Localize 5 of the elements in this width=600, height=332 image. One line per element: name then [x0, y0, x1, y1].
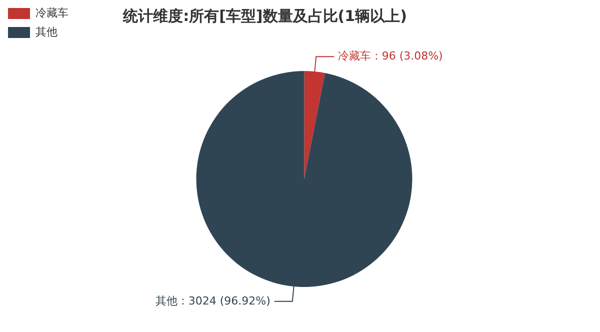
data-label: 其他 : 3024 (96.92%) — [156, 294, 270, 308]
legend-label: 其他 — [36, 25, 58, 38]
data-label: 冷藏车 : 96 (3.08%) — [338, 49, 443, 62]
chart-title: 统计维度:所有[车型]数量及占比(1辆以上) — [122, 6, 407, 25]
legend-label: 冷藏车 — [36, 6, 68, 20]
